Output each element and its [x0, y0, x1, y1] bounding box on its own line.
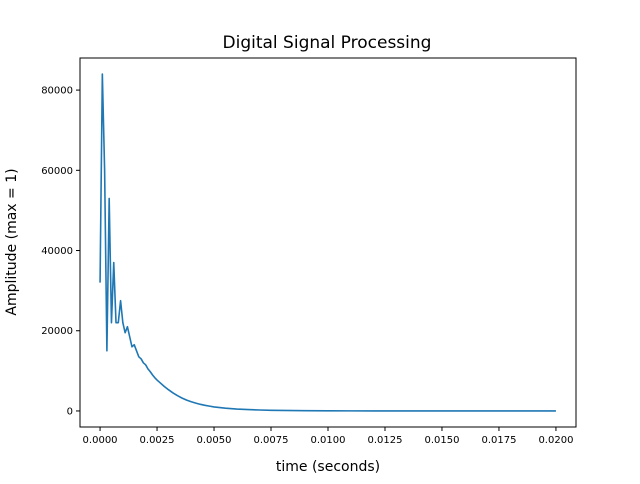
y-tick-label: 60000	[41, 166, 73, 177]
x-tick-label: 0.0000	[83, 435, 118, 446]
series-line-0	[99, 73, 556, 412]
x-tick-label: 0.0175	[481, 435, 516, 446]
x-tick-label: 0.0150	[424, 435, 459, 446]
y-tick-label: 80000	[41, 86, 73, 97]
y-tick-label: 20000	[41, 326, 73, 337]
y-axis-ticks: 0 20000 40000 60000 80000	[41, 86, 80, 417]
x-tick-label: 0.0075	[254, 435, 289, 446]
series-layer	[99, 73, 556, 412]
x-axis-ticks: 0.0000 0.0025 0.0050 0.0075 0.0100 0.0125 0.01…	[83, 427, 573, 446]
y-tick-label: 0	[67, 406, 73, 417]
x-tick-label: 0.0050	[197, 435, 232, 446]
x-tick-label: 0.0100	[311, 435, 346, 446]
x-tick-label: 0.0200	[538, 435, 573, 446]
chart-title: Digital Signal Processing	[223, 33, 432, 53]
x-tick-label: 0.0025	[140, 435, 175, 446]
x-tick-label: 0.0125	[367, 435, 402, 446]
x-axis-label: time (seconds)	[276, 459, 380, 475]
y-tick-label: 40000	[41, 246, 73, 257]
plot-frame	[79, 57, 577, 428]
y-axis-label: Amplitude (max = 1)	[4, 168, 20, 315]
